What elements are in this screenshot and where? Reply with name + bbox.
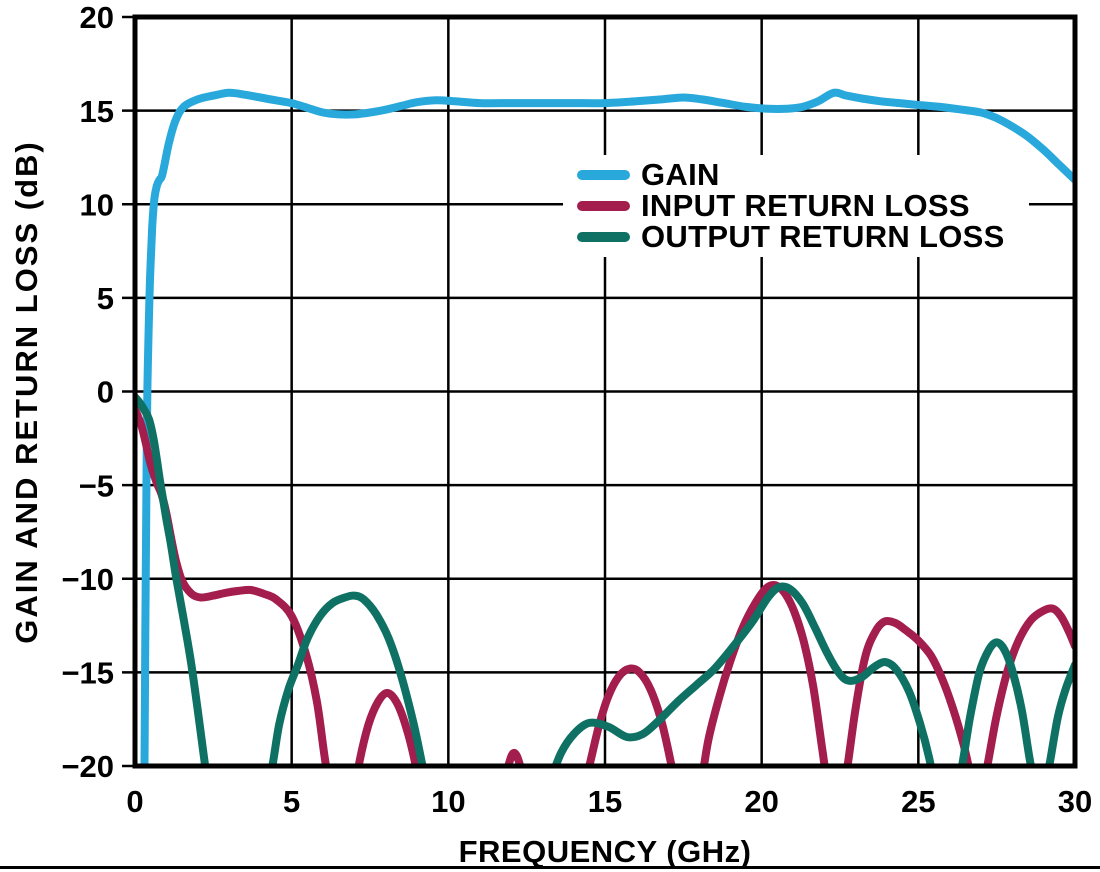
x-axis-title: FREQUENCY (GHz) bbox=[458, 834, 752, 869]
y-tick-label: −10 bbox=[61, 562, 114, 597]
y-tick-label: −5 bbox=[79, 468, 114, 503]
x-tick-label: 30 bbox=[1058, 784, 1092, 819]
y-tick-label: −15 bbox=[61, 656, 114, 691]
x-tick-label: 10 bbox=[431, 784, 465, 819]
input-return-loss-line-swatch-icon bbox=[577, 200, 630, 211]
y-tick-label: 5 bbox=[97, 281, 114, 316]
plot-border bbox=[132, 14, 1078, 769]
x-tick-label: 20 bbox=[744, 784, 778, 819]
output-return-loss-curve bbox=[135, 393, 1075, 766]
legend-label-gain: GAIN bbox=[641, 157, 720, 192]
bottom-rule-divider bbox=[0, 866, 1100, 869]
legend-label-output-return-loss: OUTPUT RETURN LOSS bbox=[641, 219, 1005, 254]
y-tick-label: 0 bbox=[97, 375, 114, 410]
x-tick-label: 25 bbox=[901, 784, 935, 819]
y-axis-title: GAIN AND RETURN LOSS (dB) bbox=[9, 140, 44, 644]
x-tick-label: 0 bbox=[126, 784, 143, 819]
legend-label-input-return-loss: INPUT RETURN LOSS bbox=[641, 188, 970, 223]
y-tick-label: 15 bbox=[80, 94, 114, 129]
gain-curve bbox=[140, 88, 1075, 766]
y-tick-label: −20 bbox=[61, 749, 114, 784]
gain-line-swatch-icon bbox=[577, 169, 630, 180]
y-tick-label: 20 bbox=[80, 0, 114, 35]
legend-item-gain: GAIN bbox=[577, 159, 1029, 190]
y-tick-label: 10 bbox=[80, 187, 114, 222]
x-tick-label: 15 bbox=[588, 784, 622, 819]
input-return-loss-curve bbox=[135, 405, 1075, 766]
x-tick-label: 5 bbox=[283, 784, 300, 819]
legend-item-input-return-loss: INPUT RETURN LOSS bbox=[577, 190, 1029, 221]
output-return-loss-line-swatch-icon bbox=[577, 231, 630, 242]
legend: GAIN INPUT RETURN LOSS OUTPUT RETURN LOS… bbox=[563, 155, 1029, 257]
legend-item-output-return-loss: OUTPUT RETURN LOSS bbox=[577, 221, 1029, 252]
